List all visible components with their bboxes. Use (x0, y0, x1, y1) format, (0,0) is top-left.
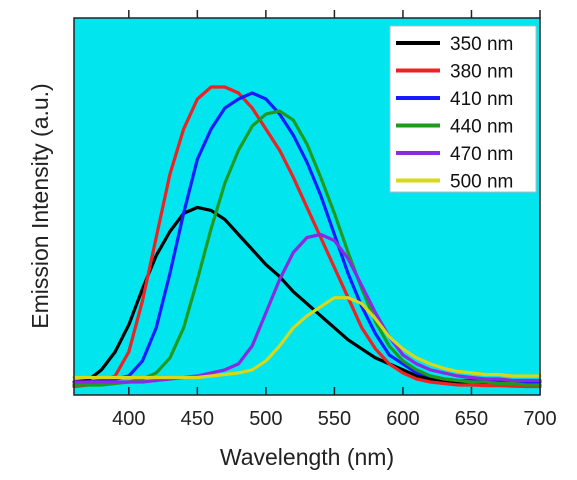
x-tick-label: 600 (386, 408, 419, 430)
legend-label: 470 nm (450, 144, 513, 165)
x-tick-label: 650 (455, 408, 488, 430)
legend-box (389, 25, 537, 193)
y-axis-title: Emission Intensity (a.u.) (27, 83, 53, 328)
axis-layer: 400 450 500 550 600 650 700 (112, 10, 557, 430)
legend-label: 380 nm (450, 62, 513, 83)
series-line-2 (72, 85, 542, 389)
series-line-4 (72, 109, 542, 387)
plot-frame (73, 17, 541, 396)
series-line-6 (72, 296, 542, 380)
legend-label: 500 nm (450, 172, 513, 193)
x-tick-label: 450 (181, 408, 214, 430)
series-layer (72, 85, 542, 389)
legend-label: 410 nm (450, 89, 513, 110)
legend-label: 350 nm (450, 34, 513, 55)
x-tick-label: 400 (112, 408, 145, 430)
legend: 350 nm 380 nm 410 nm 440 nm 470 nm 500 nm (389, 25, 537, 193)
x-tick-label: 550 (318, 408, 351, 430)
series-line-5 (72, 232, 542, 384)
x-axis-title: Wavelength (nm) (220, 444, 394, 470)
x-tick-label: 500 (249, 408, 282, 430)
legend-label: 440 nm (450, 117, 513, 138)
x-tick-label: 700 (523, 408, 556, 430)
